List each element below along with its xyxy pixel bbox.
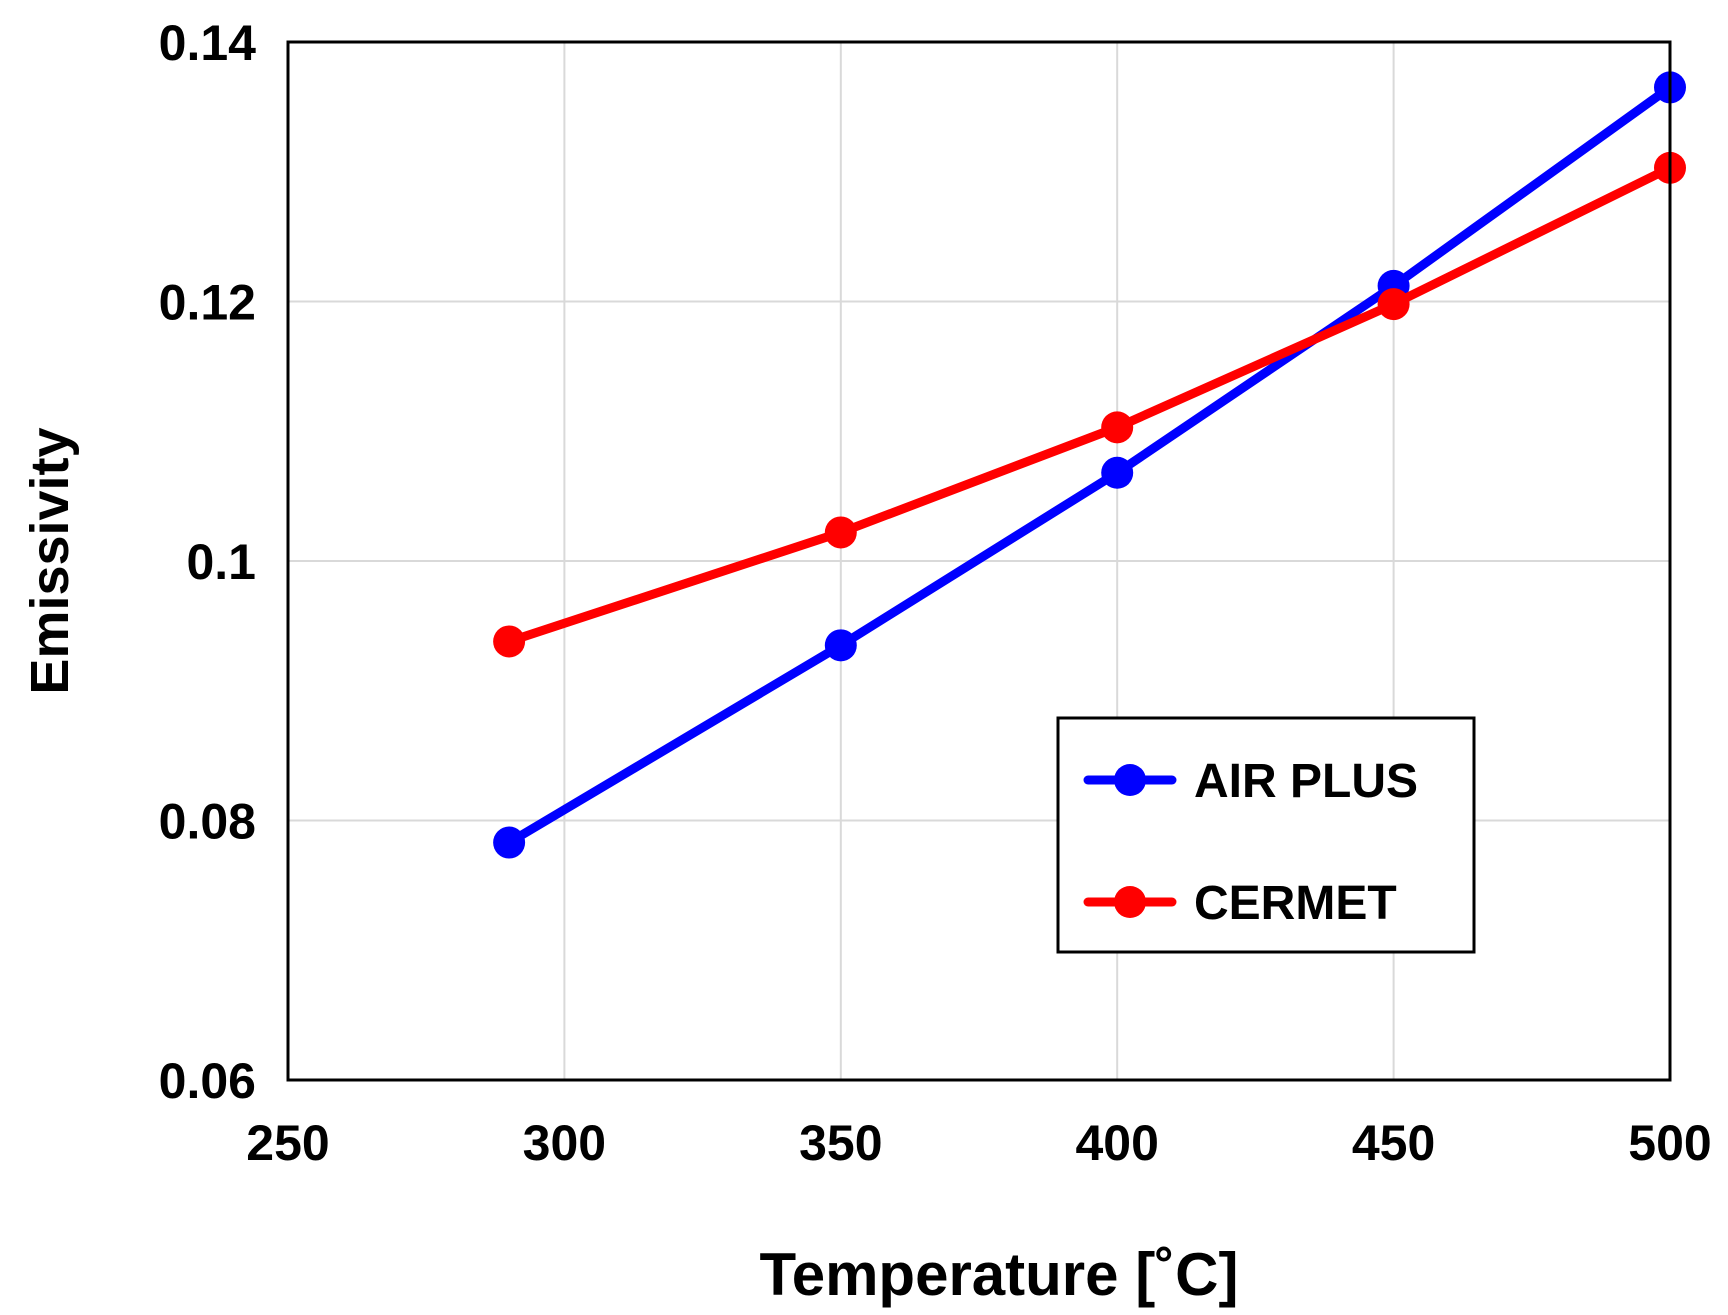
x-tick-label: 500 xyxy=(1628,1115,1711,1171)
plot-series xyxy=(493,71,1686,859)
data-point-air-plus xyxy=(824,629,857,662)
data-point-air-plus xyxy=(1101,456,1134,489)
data-point-cermet xyxy=(1377,288,1410,321)
x-axis-title: Temperature [˚C] xyxy=(760,1241,1239,1308)
plot-area-frame xyxy=(286,40,1672,1082)
y-tick-label: 0.1 xyxy=(186,534,256,590)
legend-swatch-air-plus-marker xyxy=(1114,764,1146,796)
legend: AIR PLUS CERMET xyxy=(1056,716,1476,954)
x-tick-label: 250 xyxy=(246,1115,329,1171)
legend-label-cermet: CERMET xyxy=(1194,877,1397,930)
data-point-cermet xyxy=(824,516,857,549)
data-point-cermet xyxy=(1101,411,1134,444)
x-tick-label: 350 xyxy=(799,1115,882,1171)
data-point-air-plus xyxy=(493,826,526,859)
y-tick-label: 0.08 xyxy=(159,794,256,850)
tick-labels: 250 300 350 400 450 500 0.06 0.08 0.1 0.12 0.14 xyxy=(159,15,1712,1171)
data-point-cermet xyxy=(493,625,526,658)
legend-label-air-plus: AIR PLUS xyxy=(1194,755,1418,808)
x-tick-label: 400 xyxy=(1075,1115,1158,1171)
x-tick-label: 300 xyxy=(523,1115,606,1171)
y-axis-title: Emissivity xyxy=(20,427,80,694)
legend-box xyxy=(1056,716,1476,954)
x-tick-label: 450 xyxy=(1352,1115,1435,1171)
legend-swatch-cermet-marker xyxy=(1114,886,1146,918)
series-line-cermet xyxy=(504,163,1675,646)
y-tick-label: 0.14 xyxy=(159,15,257,71)
y-tick-label: 0.12 xyxy=(159,275,256,331)
y-tick-label: 0.06 xyxy=(159,1053,256,1109)
